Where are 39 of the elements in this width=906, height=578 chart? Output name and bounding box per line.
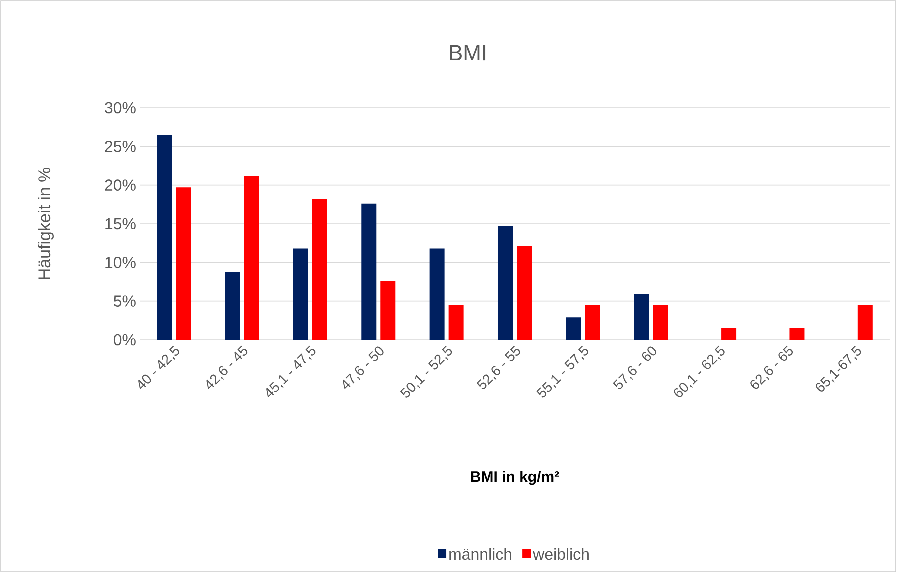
bar bbox=[498, 226, 513, 340]
bar bbox=[722, 328, 737, 340]
bar bbox=[157, 135, 172, 340]
bar bbox=[176, 188, 192, 340]
legend-label: weiblich bbox=[533, 548, 589, 560]
x-tick-label: 60,1 - 62,5 bbox=[674, 346, 725, 398]
x-tick-label: 57,6 - 60 bbox=[613, 346, 657, 390]
y-tick-label: 20% bbox=[105, 180, 136, 191]
y-tick-label: 0% bbox=[114, 334, 136, 346]
bar bbox=[448, 305, 464, 340]
bar bbox=[244, 176, 260, 340]
x-tick-label: 45,1 - 47,5 bbox=[266, 346, 316, 398]
bar bbox=[858, 305, 873, 340]
y-tick-label: 5% bbox=[114, 296, 136, 307]
bar bbox=[517, 246, 532, 340]
x-tick-label: 52,6 - 55 bbox=[476, 346, 520, 390]
chart-title: BMI bbox=[450, 45, 486, 61]
x-tick-label: 42,6 - 45 bbox=[206, 346, 248, 390]
bar bbox=[653, 305, 668, 340]
bar bbox=[585, 305, 600, 340]
y-axis-title: Häufigkeit in % bbox=[38, 168, 54, 280]
y-tick-label: 30% bbox=[105, 102, 136, 114]
y-tick-label: 10% bbox=[106, 257, 136, 268]
x-tick-label: 40 - 42,5 bbox=[138, 346, 180, 390]
bar bbox=[380, 281, 396, 340]
bar bbox=[430, 248, 445, 340]
bar bbox=[790, 328, 805, 340]
x-axis-title: BMI in kg/m² bbox=[471, 471, 560, 486]
bar bbox=[225, 272, 240, 340]
legend-label: männlich bbox=[450, 548, 512, 560]
bar bbox=[362, 204, 377, 340]
y-tick-label: 25% bbox=[105, 141, 136, 152]
bar bbox=[312, 199, 328, 340]
bar bbox=[634, 294, 650, 340]
bar bbox=[293, 248, 308, 340]
x-tick-label: 62,6 - 65 bbox=[750, 346, 794, 390]
y-tick-label: 15% bbox=[106, 218, 136, 230]
bar bbox=[566, 318, 582, 340]
x-tick-label: 47,6 - 50 bbox=[343, 346, 384, 390]
